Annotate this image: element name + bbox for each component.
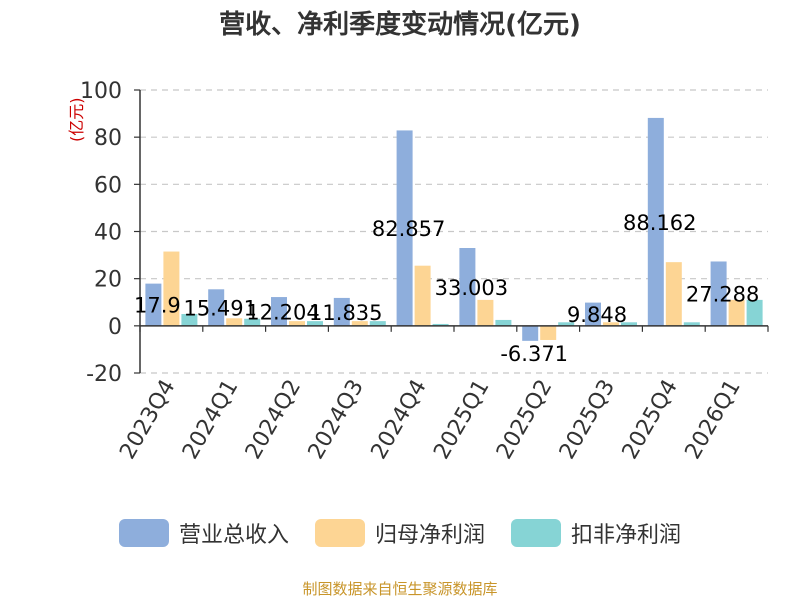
legend-label: 营业总收入 bbox=[178, 523, 289, 548]
x-tick-label: 2025Q1 bbox=[429, 376, 494, 464]
x-tick-label: 2025Q2 bbox=[492, 376, 557, 464]
bar[interactable] bbox=[746, 299, 763, 326]
x-tick-label: 2024Q1 bbox=[178, 376, 243, 464]
data-label: 88.162 bbox=[623, 211, 696, 235]
bar[interactable] bbox=[647, 117, 664, 326]
bar[interactable] bbox=[226, 318, 243, 326]
bar[interactable] bbox=[585, 302, 601, 326]
bar[interactable] bbox=[432, 323, 449, 326]
y-tick-label: -20 bbox=[86, 362, 122, 387]
bar[interactable] bbox=[603, 322, 619, 326]
legend-swatch-revenue bbox=[118, 519, 169, 547]
x-tick-label: 2026Q1 bbox=[680, 376, 745, 464]
bar[interactable] bbox=[307, 321, 323, 326]
bar[interactable] bbox=[181, 314, 198, 326]
bar[interactable] bbox=[145, 283, 162, 326]
data-label: 15.491 bbox=[183, 297, 256, 321]
x-tick-label: 2025Q4 bbox=[618, 376, 683, 464]
bar[interactable] bbox=[728, 299, 745, 326]
data-label: 11.835 bbox=[309, 301, 382, 325]
source-note: 制图数据来自恒生聚源数据库 bbox=[302, 580, 498, 598]
bar[interactable] bbox=[558, 322, 575, 326]
bar[interactable] bbox=[369, 321, 386, 326]
grid-lines bbox=[140, 89, 768, 374]
bar[interactable] bbox=[477, 299, 494, 326]
y-tick-label: 80 bbox=[94, 126, 122, 151]
legend-item-deducted-profit[interactable]: 扣非净利润 bbox=[511, 517, 681, 549]
bar[interactable] bbox=[710, 261, 727, 326]
bar[interactable] bbox=[333, 297, 350, 326]
x-tick-label: 2025Q3 bbox=[555, 376, 620, 464]
bar[interactable] bbox=[683, 322, 700, 326]
bar[interactable] bbox=[459, 248, 476, 326]
chart-title: 营收、净利季度变动情况(亿元) bbox=[219, 10, 581, 40]
legend-swatch-net-profit bbox=[314, 519, 365, 547]
bar[interactable] bbox=[396, 130, 413, 326]
y-tick-label: 100 bbox=[80, 79, 122, 104]
bar[interactable] bbox=[522, 325, 539, 341]
data-label: 33.003 bbox=[435, 276, 508, 300]
bar[interactable] bbox=[351, 321, 368, 326]
data-label: 12.204 bbox=[246, 300, 319, 324]
data-label: 9.848 bbox=[567, 303, 627, 327]
bar[interactable] bbox=[621, 322, 637, 326]
x-tick-label: 2024Q3 bbox=[304, 376, 369, 464]
unit-label: (亿元) bbox=[67, 98, 86, 143]
bar[interactable] bbox=[271, 297, 287, 326]
legend-item-revenue[interactable]: 营业总收入 bbox=[118, 517, 289, 549]
legend-label: 扣非净利润 bbox=[571, 523, 682, 548]
y-tick-label: 60 bbox=[94, 173, 122, 198]
legend-label: 归母净利润 bbox=[374, 523, 485, 548]
bar[interactable] bbox=[289, 321, 305, 326]
legend: 营业总收入 归母净利润 扣非净利润 bbox=[0, 517, 800, 549]
bar[interactable] bbox=[208, 289, 225, 326]
bar[interactable] bbox=[163, 251, 180, 326]
bar[interactable] bbox=[414, 265, 431, 326]
legend-swatch-deducted-profit bbox=[511, 519, 561, 547]
data-label: 82.857 bbox=[372, 217, 445, 241]
data-label: 27.288 bbox=[686, 283, 759, 307]
bar[interactable] bbox=[244, 318, 261, 326]
legend-item-net-profit[interactable]: 归母净利润 bbox=[314, 517, 485, 549]
bars bbox=[145, 117, 763, 341]
y-tick-label: 20 bbox=[94, 268, 122, 293]
data-label: 17.9 bbox=[134, 294, 181, 318]
data-label: -6.371 bbox=[500, 342, 568, 366]
y-tick-label: 40 bbox=[94, 221, 122, 246]
bar[interactable] bbox=[495, 319, 512, 326]
bar[interactable] bbox=[540, 325, 557, 340]
bar[interactable] bbox=[665, 262, 682, 326]
x-tick-label: 2024Q4 bbox=[366, 376, 431, 464]
x-tick-label: 2023Q4 bbox=[115, 376, 180, 464]
x-tick-label: 2024Q2 bbox=[241, 376, 306, 464]
y-tick-label: 0 bbox=[108, 315, 122, 340]
